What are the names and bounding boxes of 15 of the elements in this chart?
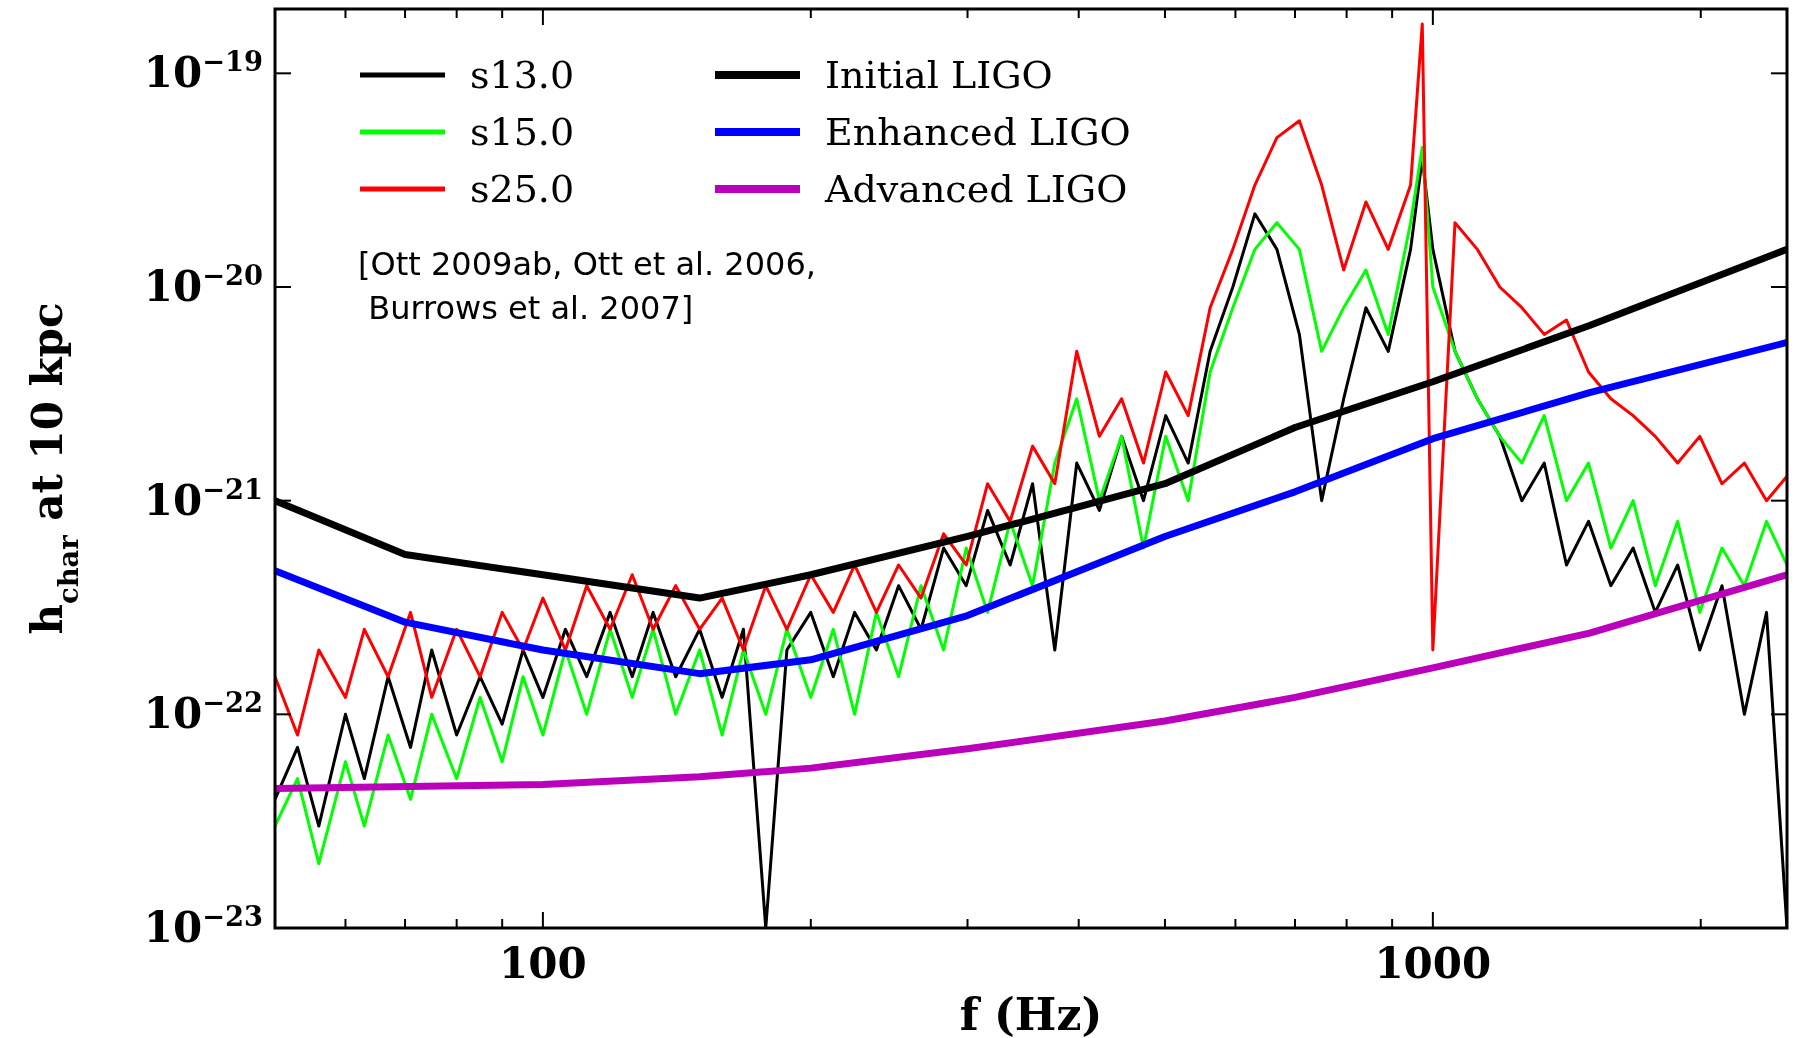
y-tick-label: 10$^{−22}$: [143, 686, 263, 739]
y-tick-label: 10$^{−20}$: [143, 258, 263, 311]
y-tick-label: 10$^{−19}$: [143, 45, 263, 98]
legend-label: s25.0: [470, 167, 575, 211]
y-tick-label: 10$^{−23}$: [143, 900, 263, 952]
x-axis-title: f (Hz): [959, 989, 1103, 1038]
x-tick-label: 100: [499, 939, 587, 988]
legend-label: Enhanced LIGO: [825, 110, 1131, 154]
legend-label: s15.0: [470, 110, 575, 154]
x-tick-label: 1000: [1374, 939, 1492, 988]
legend-label: Initial LIGO: [825, 53, 1053, 97]
legend-label: Advanced LIGO: [824, 167, 1128, 211]
y-tick-label: 10$^{−21}$: [143, 472, 263, 525]
annotation: [Ott 2009ab, Ott et al. 2006, Burrows et al. 2007]: [358, 245, 816, 327]
legend-label: s13.0: [470, 53, 575, 97]
